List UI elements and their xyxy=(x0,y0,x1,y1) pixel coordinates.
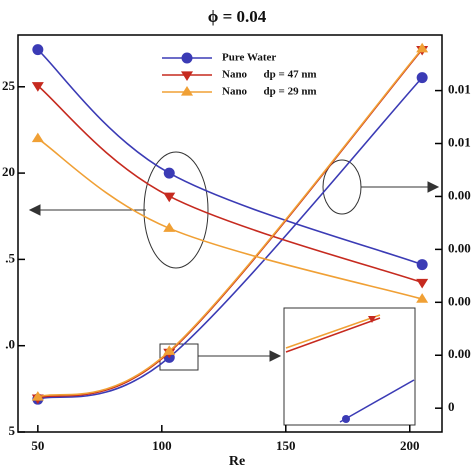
marker xyxy=(163,192,176,203)
marker xyxy=(31,391,44,401)
x-tick-label: 50 xyxy=(31,438,44,453)
inset xyxy=(283,307,416,426)
inset-line xyxy=(285,317,381,353)
marker xyxy=(163,222,176,232)
arrowhead xyxy=(427,181,440,193)
marker xyxy=(32,44,44,56)
y2-tick-label: 0.01 xyxy=(448,134,471,149)
y-tick-label: 25 xyxy=(2,78,16,93)
y2-tick-label: 0.00 xyxy=(448,240,471,255)
x-axis-label: Re xyxy=(229,454,245,469)
y-tick-label: .5 xyxy=(5,250,15,265)
annotations xyxy=(28,151,440,426)
inset-line xyxy=(285,314,381,349)
arrowhead xyxy=(269,350,282,362)
marker xyxy=(416,42,429,53)
series-line xyxy=(37,137,423,300)
x-tick-label: 200 xyxy=(400,438,420,453)
plot-frame xyxy=(17,34,443,433)
marker xyxy=(31,82,44,92)
inset-marker xyxy=(342,415,350,423)
legend-label: Nano dp = 47 nm xyxy=(222,69,317,81)
legend-label: Nano dp = 29 nm xyxy=(222,86,317,98)
marker xyxy=(181,52,193,64)
y2-tick-label: 0 xyxy=(448,399,455,414)
y2-tick-label: 0.01 xyxy=(448,82,471,97)
marker xyxy=(181,86,193,96)
arrowhead xyxy=(28,204,41,216)
x-tick-label: 150 xyxy=(276,438,296,453)
y-tick-label: 5 xyxy=(9,423,16,438)
marker xyxy=(416,259,428,271)
y2-tick-label: 0.00 xyxy=(448,346,471,361)
legend-label: Pure Water xyxy=(222,52,276,64)
x-tick-label: 100 xyxy=(152,438,172,453)
series-line xyxy=(37,49,423,266)
inset-marker xyxy=(368,316,376,323)
marker xyxy=(416,278,429,289)
y-tick-label: .0 xyxy=(5,337,15,352)
marker xyxy=(163,167,175,179)
series-line xyxy=(37,77,423,400)
marker xyxy=(416,293,429,303)
marker xyxy=(416,72,428,84)
inset-line xyxy=(339,379,415,423)
y2-tick-label: 0.00 xyxy=(448,187,471,202)
chart-title: ϕ = 0.04 xyxy=(208,7,267,26)
series-line xyxy=(37,85,423,284)
marker xyxy=(181,71,193,81)
marker xyxy=(163,345,176,355)
y2-tick-label: 0.00 xyxy=(448,293,471,308)
marker xyxy=(31,132,44,143)
series-line xyxy=(37,48,423,398)
y-tick-label: 20 xyxy=(2,164,15,179)
